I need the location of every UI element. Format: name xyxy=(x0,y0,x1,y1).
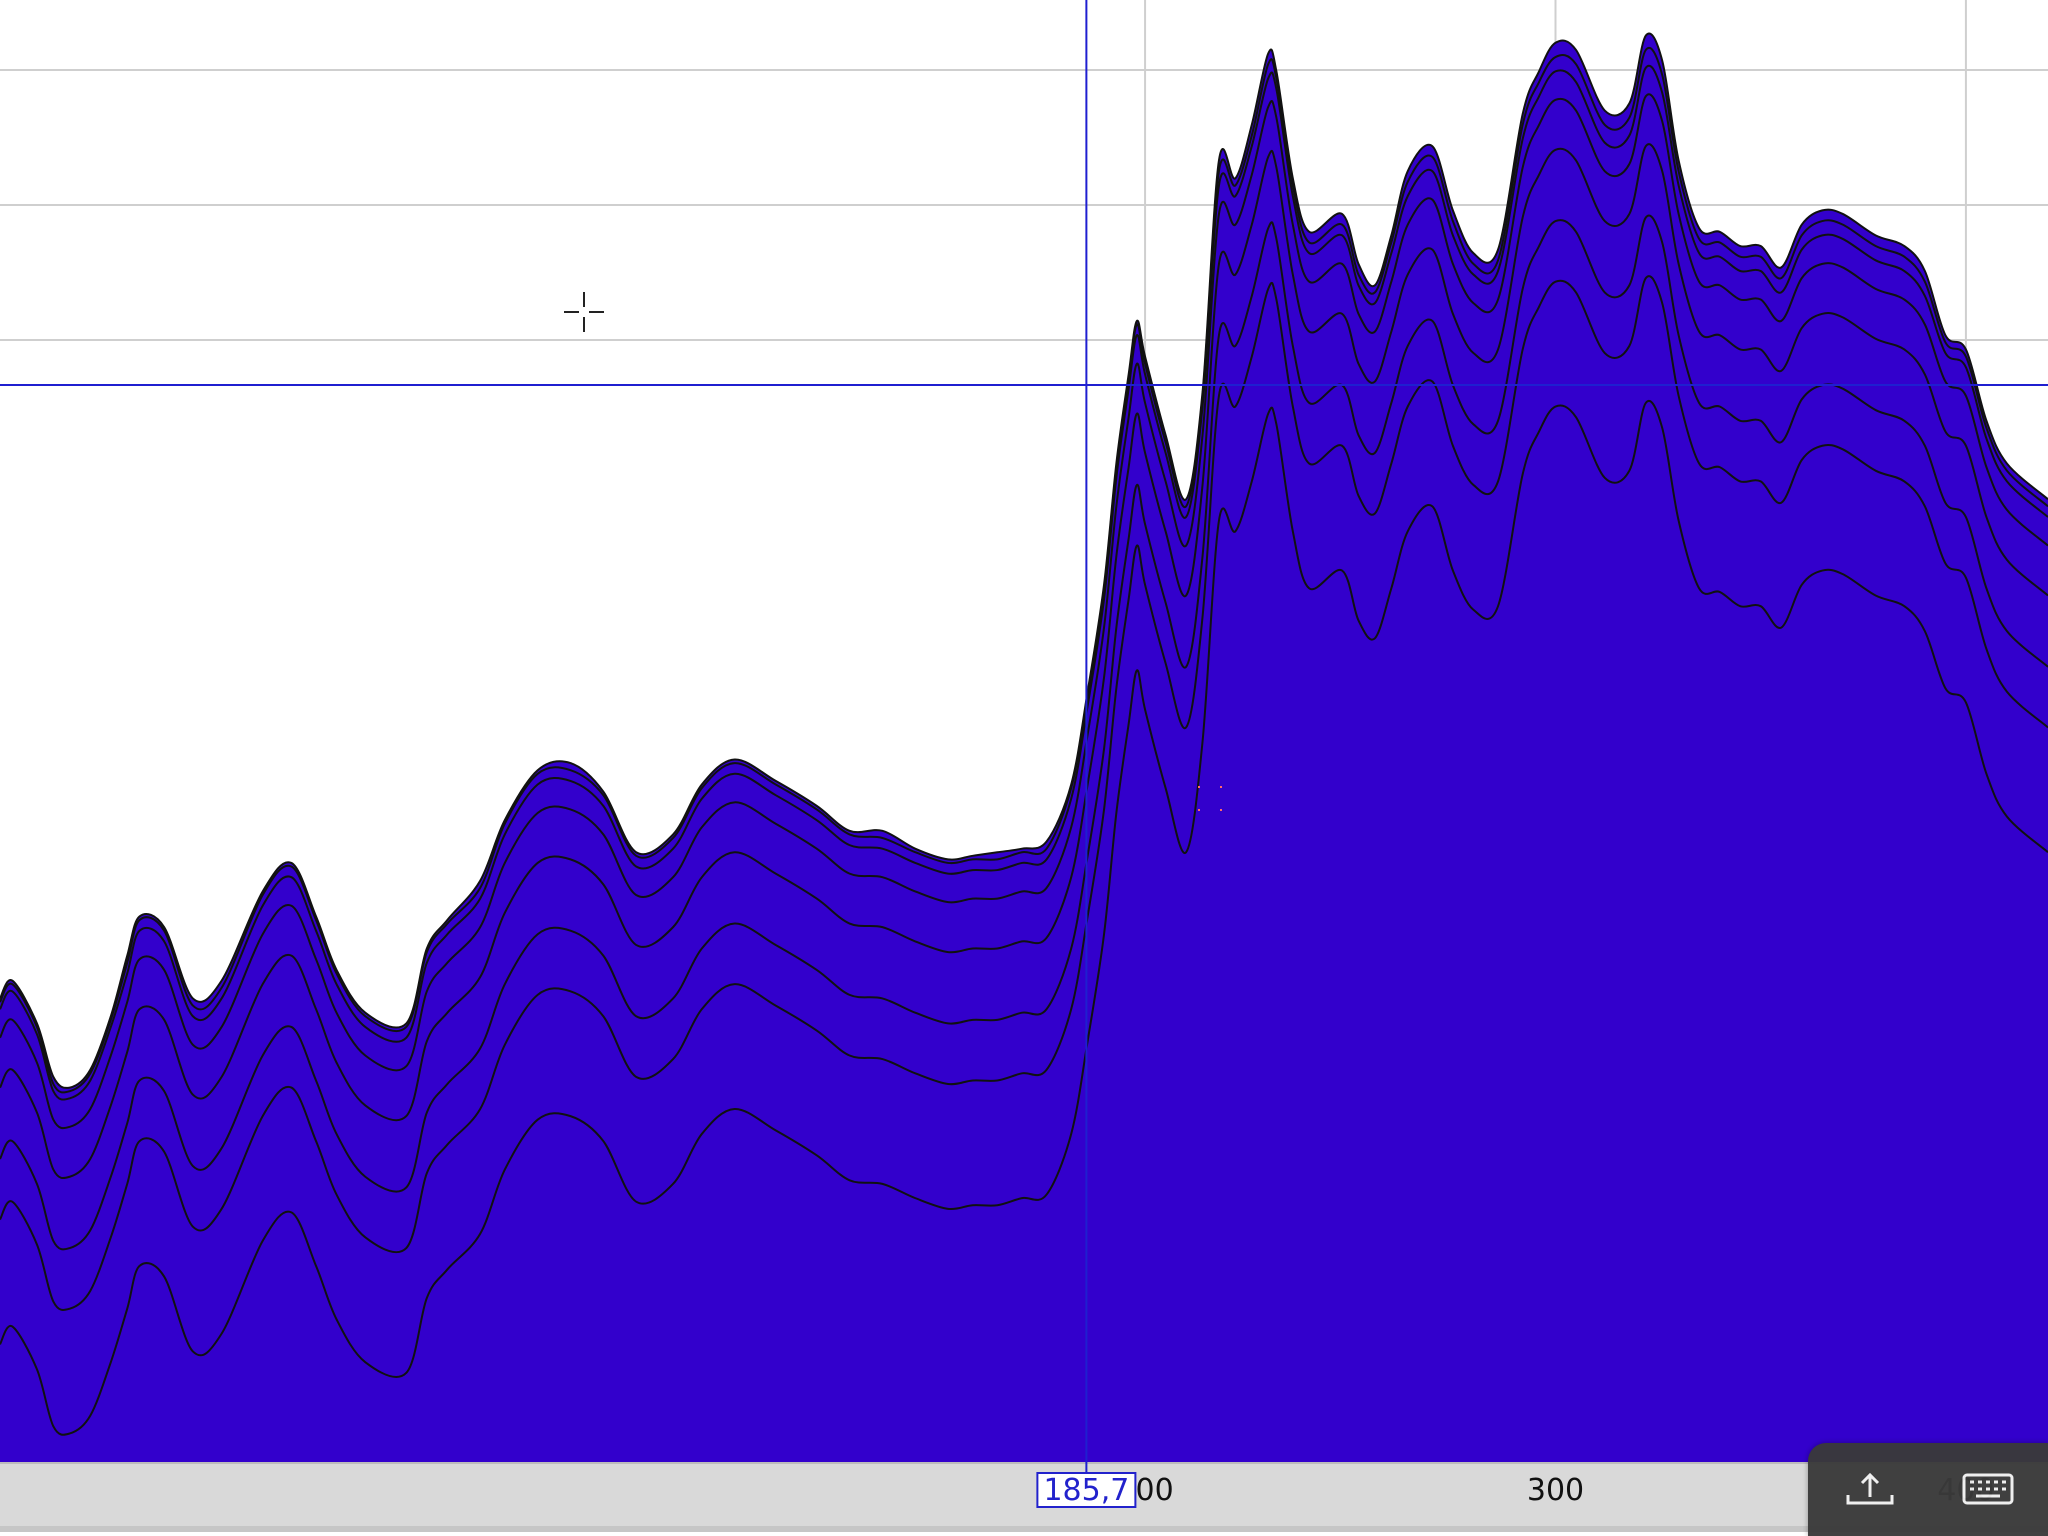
series-boundary-line xyxy=(0,400,2048,1436)
series-boundary-line xyxy=(0,64,2048,1101)
series-boundary-line xyxy=(0,214,2048,1251)
x-axis xyxy=(0,1462,2048,1532)
x-axis-bar xyxy=(0,1462,2048,1532)
cursor-value-label: 185,7 xyxy=(1043,1473,1129,1508)
share-button[interactable] xyxy=(1840,1467,1900,1511)
series-boundary-line xyxy=(0,143,2048,1180)
floating-toolbar xyxy=(1808,1443,2048,1536)
keyboard-icon xyxy=(1962,1473,2014,1505)
x-tick-label: 300 xyxy=(1527,1473,1584,1508)
cursor-value-box xyxy=(1036,1472,1137,1508)
line-layer xyxy=(0,32,2048,1436)
share-upload-icon xyxy=(1846,1472,1894,1505)
series-boundary-line xyxy=(0,46,2048,1094)
crosshair-pointer-icon xyxy=(564,292,604,332)
series-boundary-line xyxy=(0,275,2048,1312)
series-boundary-line xyxy=(0,93,2048,1130)
pointer-marker xyxy=(564,292,1222,811)
x-axis-top-border xyxy=(0,1462,2048,1464)
keyboard-button[interactable] xyxy=(1958,1467,2018,1511)
stacked-area-series xyxy=(0,33,2048,1462)
series-boundary-line xyxy=(0,32,2048,1089)
x-axis-bottom-border xyxy=(0,1526,2048,1532)
selection-dots-marker xyxy=(1198,786,1222,811)
